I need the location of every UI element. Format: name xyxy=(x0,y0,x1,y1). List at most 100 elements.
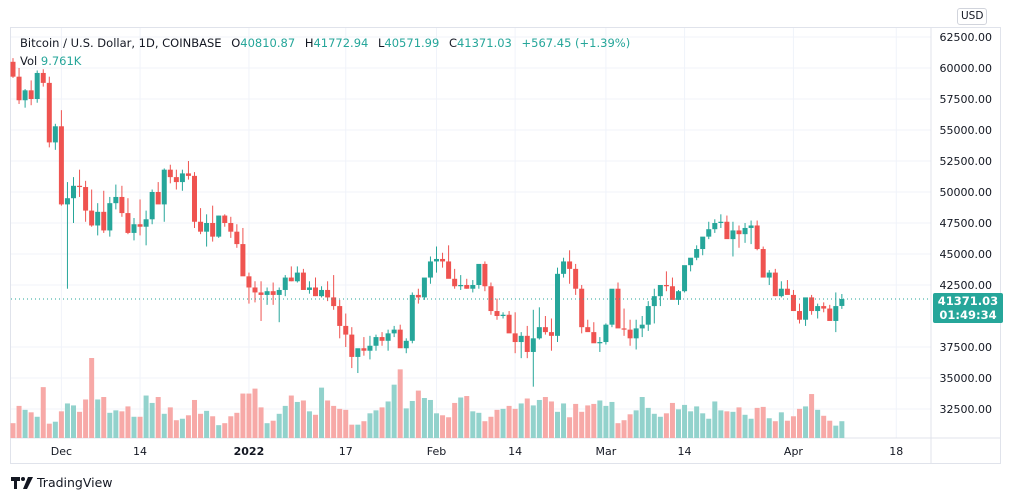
candle xyxy=(22,89,28,108)
currency-button[interactable]: USD xyxy=(957,8,988,25)
candle-body xyxy=(609,288,615,325)
candle xyxy=(107,196,113,237)
volume-bar xyxy=(300,400,306,438)
candle-body xyxy=(403,340,409,349)
candle-body xyxy=(803,297,809,320)
candle xyxy=(567,250,573,284)
candle-body xyxy=(821,306,827,309)
tradingview-brand[interactable]: TradingView xyxy=(11,475,113,490)
candle-body xyxy=(52,126,58,143)
candle-body xyxy=(137,224,143,227)
candle xyxy=(591,322,597,344)
volume-bar xyxy=(113,410,119,438)
candle-body xyxy=(40,72,46,83)
chart-frame xyxy=(10,27,1001,464)
candle xyxy=(349,327,355,369)
candle-body xyxy=(548,332,554,336)
symbol-legend: Bitcoin / U.S. Dollar, 1D, COINBASE O408… xyxy=(20,34,630,70)
candle xyxy=(264,287,270,305)
candle xyxy=(476,263,482,289)
volume-bar xyxy=(22,409,28,438)
volume-bar xyxy=(149,402,155,438)
volume-bar xyxy=(319,387,325,438)
candle-body xyxy=(603,324,609,343)
candle xyxy=(397,324,403,349)
candle xyxy=(28,80,34,106)
volume-bar xyxy=(669,402,675,438)
candle xyxy=(216,215,222,238)
candle-body xyxy=(161,169,167,205)
last-price-badge xyxy=(933,293,1003,323)
candle-body xyxy=(113,196,119,204)
candle xyxy=(639,316,645,338)
candle-body xyxy=(615,288,621,329)
volume-value: 9.761K xyxy=(40,54,82,68)
volume-bar xyxy=(555,411,560,438)
candle-body xyxy=(83,187,89,211)
price-tick-label: 45000.00 xyxy=(940,248,993,261)
candle-body xyxy=(185,173,191,176)
time-tick-label: 17 xyxy=(339,445,353,458)
candle xyxy=(270,282,276,305)
volume-bar xyxy=(403,408,409,438)
volume-bar xyxy=(736,407,742,438)
candle-body xyxy=(143,219,149,227)
candle xyxy=(421,277,427,300)
candle-body xyxy=(300,272,306,290)
candle-body xyxy=(784,288,790,295)
volume-bar xyxy=(688,411,694,438)
volume-bar xyxy=(530,405,536,438)
volume-bar xyxy=(694,406,700,438)
candle xyxy=(742,223,748,243)
candle xyxy=(246,272,252,304)
last-price-value: 41371.03 xyxy=(938,294,998,308)
candle xyxy=(294,266,300,283)
volume-bar xyxy=(83,399,89,438)
volume-bar xyxy=(754,407,760,438)
volume-bar xyxy=(34,416,40,438)
candle-body xyxy=(95,211,101,226)
volume-bar xyxy=(64,403,70,438)
time-tick-label: 2022 xyxy=(234,445,265,458)
volume-bar xyxy=(16,405,22,438)
candle-body xyxy=(415,294,421,298)
volume-bar xyxy=(101,397,107,438)
volume-bar xyxy=(506,405,512,438)
candle-body xyxy=(10,61,16,77)
candle-body xyxy=(319,289,325,297)
high-label: H xyxy=(304,36,314,50)
candle-body xyxy=(204,223,210,232)
open-label: O xyxy=(231,36,241,50)
volume-bar xyxy=(627,414,633,438)
volume-bar xyxy=(548,401,554,438)
candle-body xyxy=(46,82,52,143)
candle-body xyxy=(754,225,760,250)
candle-body xyxy=(597,342,603,344)
candle-body xyxy=(555,273,560,336)
volume-bar xyxy=(28,412,34,438)
time-tick-label: Apr xyxy=(784,445,804,458)
candle-body xyxy=(760,249,766,278)
candle xyxy=(633,319,639,350)
candle xyxy=(615,282,621,329)
candle xyxy=(603,323,609,345)
candle-body xyxy=(355,348,361,357)
candle-body xyxy=(809,297,815,312)
time-tick-label: 14 xyxy=(133,445,147,458)
candle-body xyxy=(657,285,663,297)
tradingview-logo-icon xyxy=(11,476,33,489)
volume-bar xyxy=(234,412,240,438)
candle-body xyxy=(742,227,748,235)
candle-body xyxy=(476,263,482,285)
volume-bar xyxy=(797,408,802,438)
volume-bar xyxy=(198,413,204,438)
candle-body xyxy=(240,244,246,277)
candle xyxy=(669,277,675,300)
candle xyxy=(83,180,89,222)
candle-body xyxy=(216,215,222,237)
candle-body xyxy=(639,324,645,329)
candle-body xyxy=(700,236,706,250)
candle xyxy=(155,182,161,205)
